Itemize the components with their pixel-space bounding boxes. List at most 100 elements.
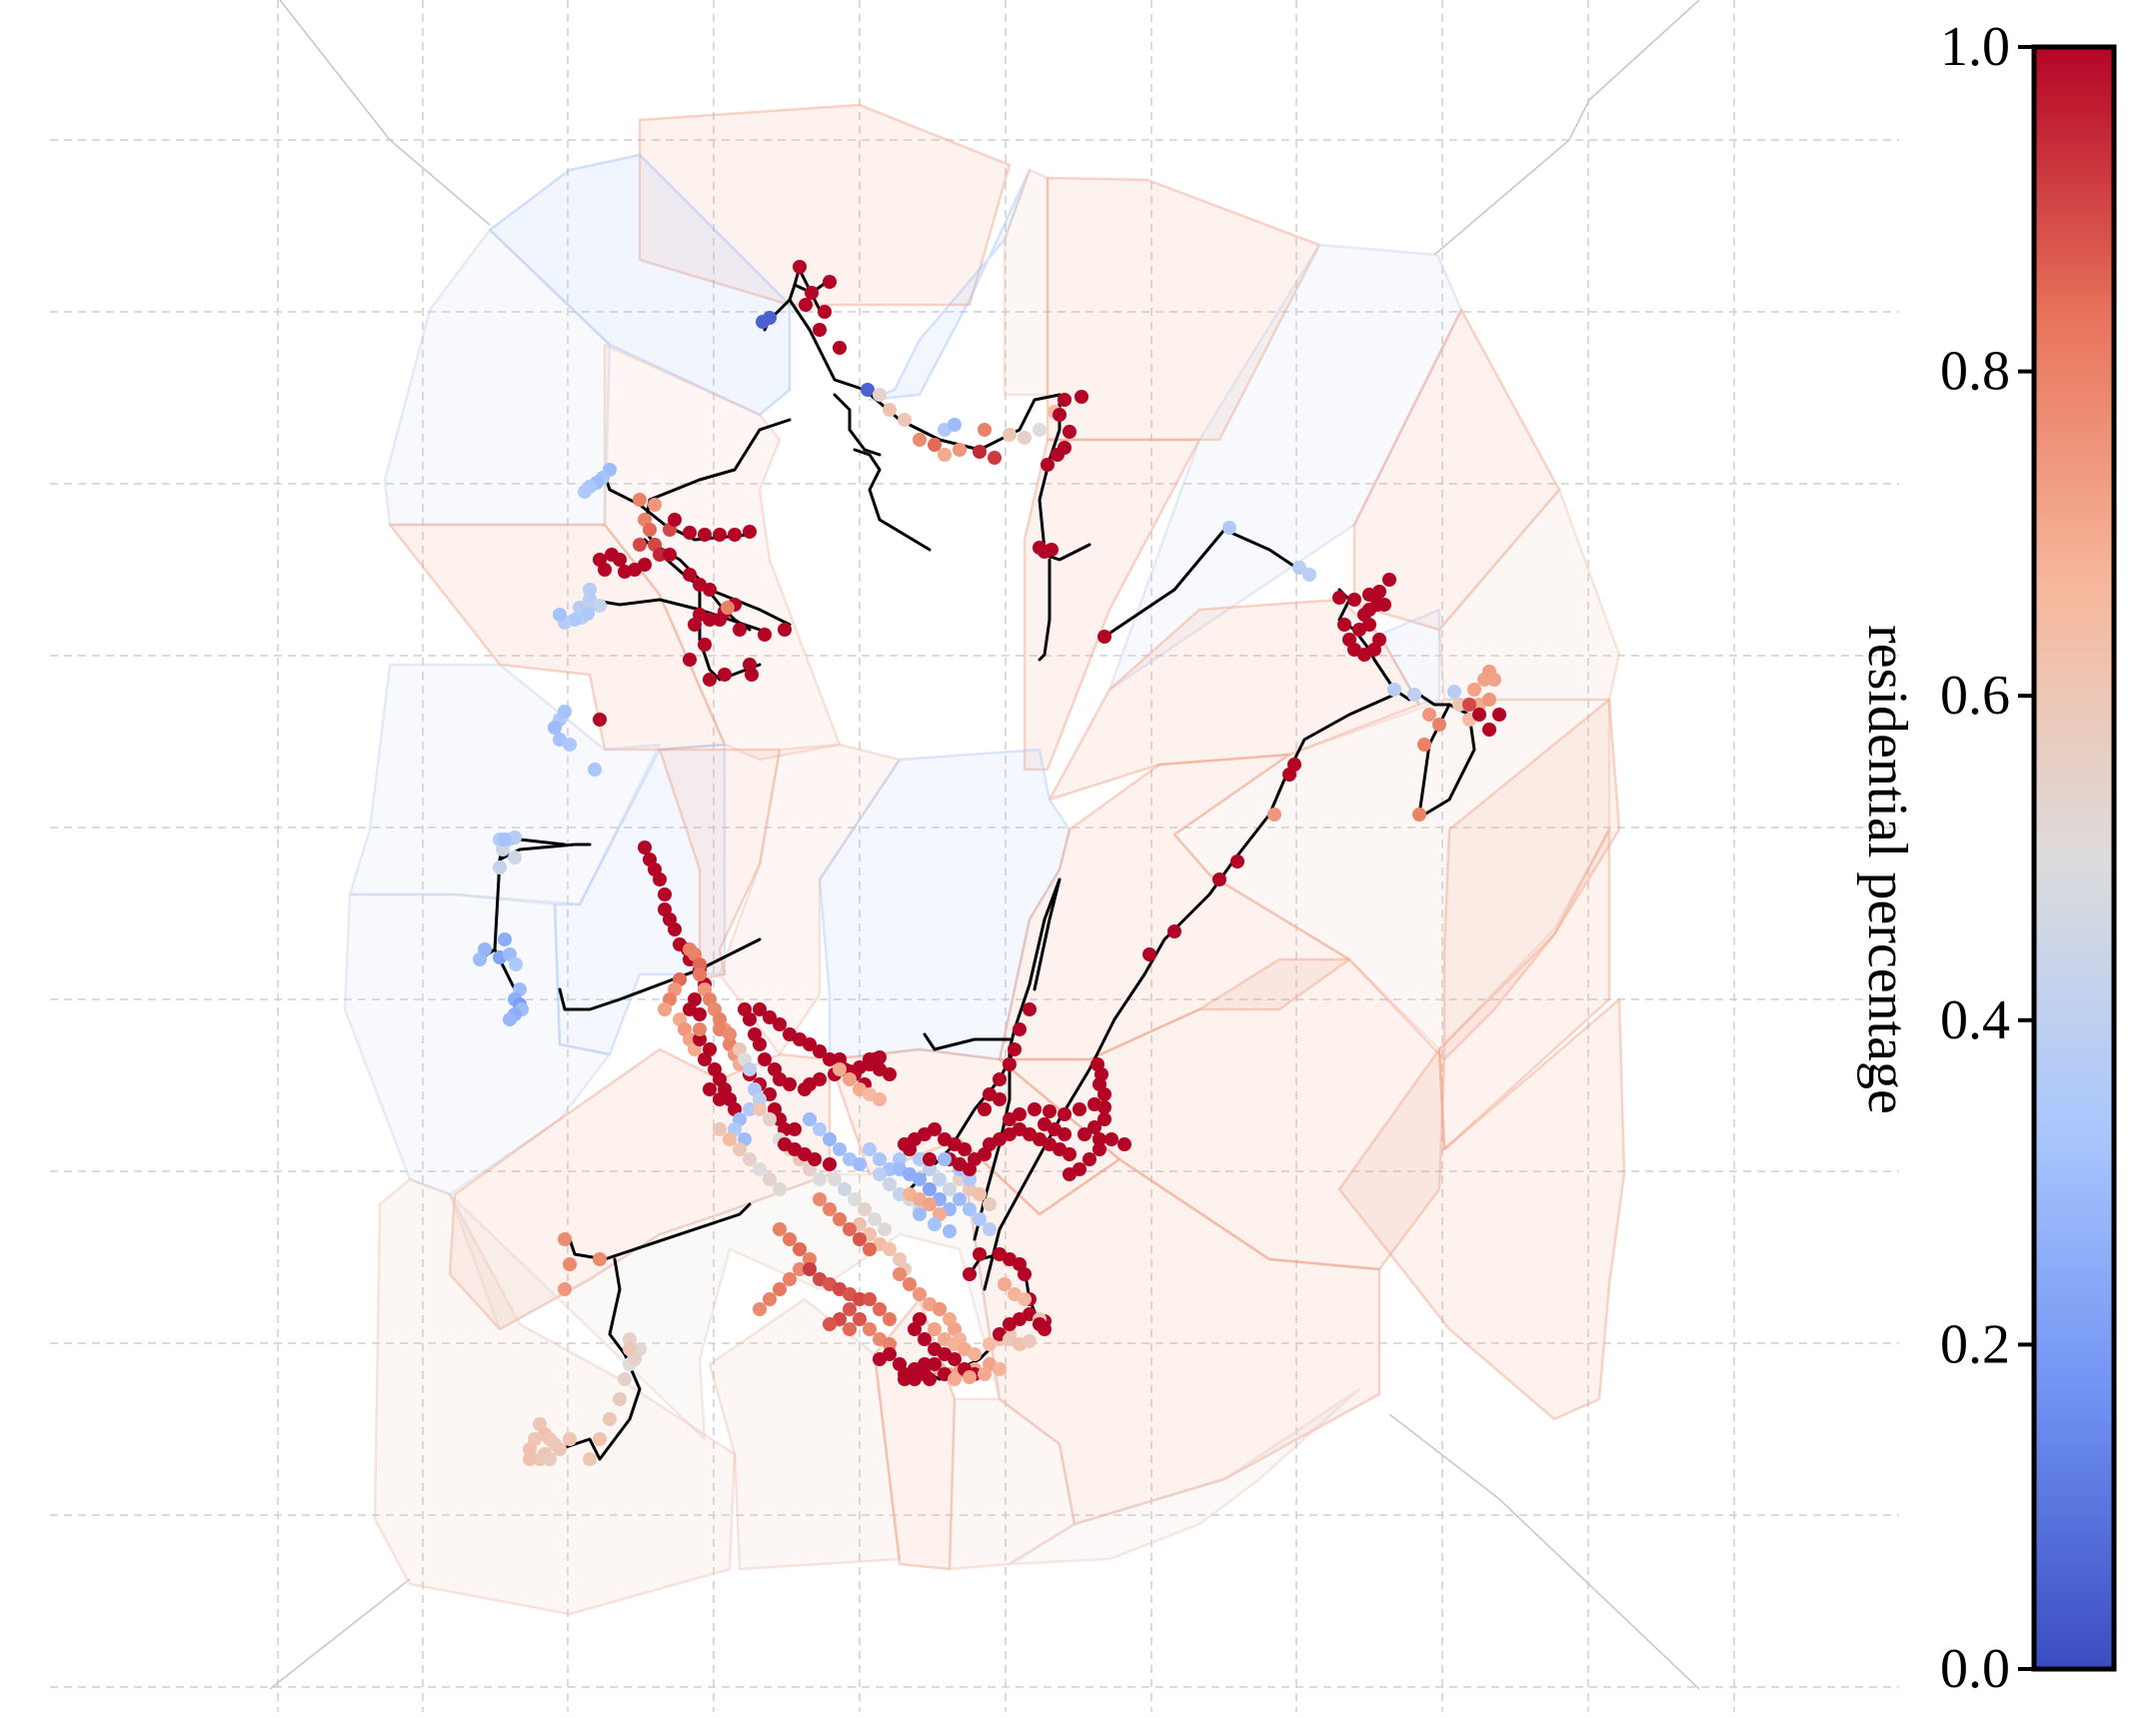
route-node bbox=[658, 887, 672, 901]
route-node bbox=[778, 623, 792, 637]
route-node bbox=[1292, 561, 1306, 575]
route-node bbox=[668, 513, 682, 527]
route-node bbox=[743, 1152, 757, 1166]
route-node bbox=[1053, 408, 1067, 422]
route-node bbox=[783, 1077, 797, 1091]
route-node bbox=[633, 493, 647, 507]
route-node bbox=[1003, 1127, 1017, 1141]
voronoi-cell bbox=[1046, 176, 1321, 442]
route-node bbox=[913, 1152, 927, 1166]
route-node bbox=[928, 438, 942, 452]
voronoi-cell bbox=[343, 892, 612, 1196]
route-node bbox=[1063, 1147, 1077, 1161]
route-node bbox=[928, 1322, 942, 1336]
route-node bbox=[908, 1322, 922, 1336]
route-node bbox=[558, 1282, 572, 1296]
background-grid bbox=[50, 0, 1899, 1712]
route-node bbox=[693, 1022, 707, 1036]
route-node bbox=[928, 1357, 942, 1371]
route-node bbox=[823, 1052, 837, 1066]
route-node bbox=[613, 1392, 627, 1406]
route-node bbox=[803, 1262, 817, 1276]
route-node bbox=[688, 618, 702, 632]
route-node bbox=[883, 1242, 897, 1256]
route-node bbox=[1117, 1137, 1131, 1151]
route-node bbox=[563, 1432, 577, 1446]
route-node bbox=[923, 1372, 937, 1386]
voronoi-cell bbox=[383, 228, 612, 527]
route-node bbox=[753, 1037, 767, 1051]
voronoi-cell bbox=[998, 753, 1351, 1061]
route-node bbox=[1078, 1127, 1091, 1141]
route-node bbox=[718, 668, 732, 682]
route-node bbox=[623, 1332, 637, 1346]
voronoi-cell bbox=[818, 748, 1072, 1061]
route-node bbox=[883, 1347, 897, 1361]
route-node bbox=[863, 1322, 877, 1336]
route-node bbox=[593, 1432, 607, 1446]
route-node bbox=[1033, 1317, 1047, 1331]
route-node bbox=[938, 1152, 952, 1166]
route-node bbox=[1377, 598, 1391, 612]
route-node bbox=[913, 1287, 927, 1301]
route-node bbox=[683, 568, 697, 582]
route-node bbox=[593, 713, 607, 727]
route-node bbox=[813, 1122, 827, 1136]
route-node bbox=[1013, 1022, 1027, 1036]
route-node bbox=[963, 1202, 977, 1216]
route-node bbox=[558, 1232, 572, 1246]
route-node bbox=[638, 841, 652, 855]
colorbar-label: residential percentage bbox=[1856, 625, 1918, 1114]
route-node bbox=[593, 1252, 607, 1266]
route-node bbox=[1018, 431, 1032, 445]
route-node bbox=[1003, 1057, 1017, 1071]
route-node bbox=[1008, 1042, 1022, 1056]
route-node bbox=[803, 1112, 817, 1126]
route-node bbox=[873, 1167, 887, 1181]
route-node bbox=[498, 833, 512, 847]
route-node bbox=[758, 628, 772, 642]
voronoi-cell bbox=[948, 1397, 1077, 1571]
route-node bbox=[1372, 633, 1386, 647]
route-node bbox=[563, 738, 577, 752]
route-node bbox=[948, 418, 962, 432]
route-node bbox=[663, 548, 677, 562]
route-node bbox=[1082, 1152, 1096, 1166]
route-node bbox=[653, 872, 667, 886]
route-node bbox=[858, 1202, 872, 1216]
route-node bbox=[643, 523, 657, 537]
route-node bbox=[983, 1197, 997, 1211]
voronoi-cell bbox=[1437, 488, 1621, 702]
route-node bbox=[1013, 1107, 1027, 1121]
route-node bbox=[903, 1142, 917, 1156]
route-node bbox=[793, 1262, 807, 1276]
route-node bbox=[873, 1152, 887, 1166]
route-node bbox=[913, 1172, 927, 1186]
route-node bbox=[898, 413, 912, 427]
route-node bbox=[693, 967, 707, 981]
voronoi-cell bbox=[1023, 438, 1201, 772]
voronoi-cell bbox=[1352, 308, 1561, 632]
voronoi-cell bbox=[868, 168, 1032, 402]
route-node bbox=[928, 1217, 942, 1231]
route-node bbox=[788, 1122, 802, 1136]
route-node bbox=[1282, 768, 1296, 782]
voronoi-cell bbox=[1048, 598, 1421, 802]
route-node bbox=[813, 1192, 827, 1206]
route-node bbox=[883, 1177, 897, 1191]
route-node bbox=[948, 1352, 962, 1366]
route-node bbox=[628, 1352, 642, 1366]
route-node bbox=[593, 599, 607, 613]
route-node bbox=[773, 1182, 787, 1196]
route-node bbox=[983, 1222, 997, 1236]
route-node bbox=[633, 538, 647, 552]
route-node bbox=[863, 1242, 877, 1256]
route-node bbox=[799, 298, 813, 312]
route-node bbox=[943, 1182, 957, 1196]
route-node bbox=[883, 1312, 897, 1326]
route-node bbox=[998, 1277, 1012, 1291]
route-node bbox=[773, 1222, 787, 1236]
route-node bbox=[803, 1037, 817, 1051]
route-node bbox=[723, 1027, 737, 1041]
route-node bbox=[1092, 1132, 1106, 1146]
